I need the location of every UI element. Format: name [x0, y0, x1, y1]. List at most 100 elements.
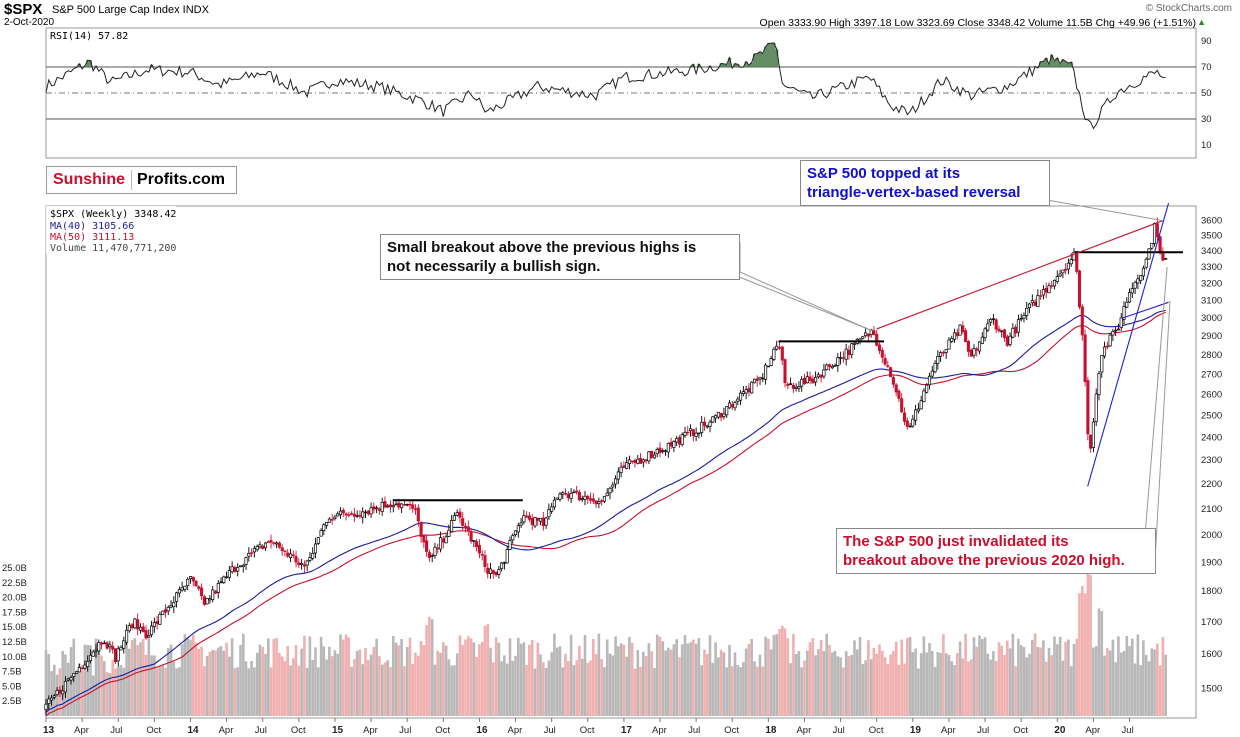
volume-bar	[83, 644, 87, 716]
x-tick-label: Jul	[399, 725, 411, 736]
candle-body	[1050, 285, 1054, 287]
volume-bar	[664, 650, 667, 716]
candle-body	[583, 495, 587, 500]
candle	[244, 556, 248, 570]
candle	[819, 374, 823, 383]
candle	[380, 497, 384, 516]
candle	[191, 576, 195, 587]
candle-body	[461, 518, 465, 526]
quote-date: 2-Oct-2020	[4, 17, 55, 28]
candle	[66, 677, 70, 682]
price-tick-label: 1600	[1201, 649, 1222, 660]
candle-body	[350, 513, 354, 515]
candle-body	[88, 654, 93, 662]
volume-bar	[950, 661, 953, 716]
volume-bar	[172, 661, 176, 716]
candle	[805, 371, 809, 384]
candle	[216, 580, 220, 599]
candle	[839, 351, 843, 365]
candle-body	[183, 585, 187, 590]
candle	[744, 385, 748, 400]
candle	[233, 565, 237, 573]
candle	[625, 456, 629, 470]
volume-bar	[505, 663, 509, 716]
candle-body	[936, 355, 940, 364]
candle	[789, 377, 793, 385]
candle	[302, 560, 306, 573]
candle	[541, 511, 545, 531]
candle	[605, 488, 609, 497]
x-tick-label: Jul	[110, 725, 122, 736]
candle	[647, 451, 651, 465]
volume-bar	[200, 646, 203, 716]
volume-bar	[889, 654, 892, 716]
candle	[1097, 371, 1101, 401]
candle	[739, 390, 743, 406]
volume-bar	[180, 644, 184, 716]
candle	[247, 547, 251, 562]
candle-body	[1147, 248, 1151, 260]
candle-body	[1127, 292, 1132, 303]
candle	[600, 498, 604, 506]
candle	[800, 376, 804, 392]
volume-bar	[108, 673, 112, 716]
candle	[761, 373, 765, 383]
price-tick-label: 3400	[1201, 246, 1222, 257]
candle	[405, 503, 409, 507]
candle-body	[911, 418, 915, 427]
candle-body	[1083, 334, 1087, 383]
candle	[1141, 265, 1145, 281]
candle-body	[969, 349, 973, 357]
volume-bar	[292, 658, 295, 716]
candle	[352, 507, 356, 523]
volume-bar	[53, 664, 56, 716]
volume-bar	[1050, 655, 1053, 716]
x-tick-label: Apr	[508, 725, 523, 736]
volume-bar	[164, 667, 167, 716]
candle	[241, 563, 245, 573]
x-tick-label: Jul	[977, 725, 989, 736]
candle-body	[502, 562, 506, 564]
candle	[1111, 328, 1115, 342]
candle	[944, 349, 948, 359]
candle	[1164, 257, 1168, 260]
candle	[333, 514, 337, 521]
candle-body	[527, 515, 531, 520]
candle-body	[255, 546, 259, 551]
candle-body	[719, 413, 723, 418]
candle	[902, 407, 907, 426]
candle-body	[811, 378, 815, 384]
candle-body	[991, 318, 995, 320]
candle	[922, 388, 926, 403]
candle	[1027, 302, 1032, 314]
candle	[1041, 285, 1045, 300]
candle	[466, 520, 470, 536]
rsi-tick-label: 30	[1201, 114, 1212, 125]
volume-bar	[350, 666, 353, 716]
candle-body	[436, 547, 440, 550]
volume-bar	[1075, 638, 1079, 716]
candle-body	[330, 519, 334, 521]
volume-bar	[175, 668, 178, 716]
volume-bar	[586, 663, 590, 716]
candle-body	[897, 390, 901, 399]
volume-bar	[922, 636, 926, 716]
candle	[580, 495, 584, 502]
volume-bar	[430, 619, 434, 716]
volume-bar	[211, 650, 214, 716]
candle	[616, 467, 620, 484]
candle-body	[294, 556, 298, 563]
candle	[983, 326, 987, 342]
volume-bar	[750, 639, 753, 716]
candle-body	[86, 661, 90, 667]
candle-body	[261, 545, 265, 549]
candle-body	[794, 386, 798, 389]
candle	[100, 641, 104, 650]
candle	[75, 671, 79, 674]
volume-bar	[469, 638, 473, 716]
candle-body	[522, 515, 526, 523]
candle-body	[691, 429, 695, 437]
x-tick-label: Apr	[363, 725, 378, 736]
candle-body	[733, 402, 737, 409]
candle-body	[1089, 434, 1093, 449]
